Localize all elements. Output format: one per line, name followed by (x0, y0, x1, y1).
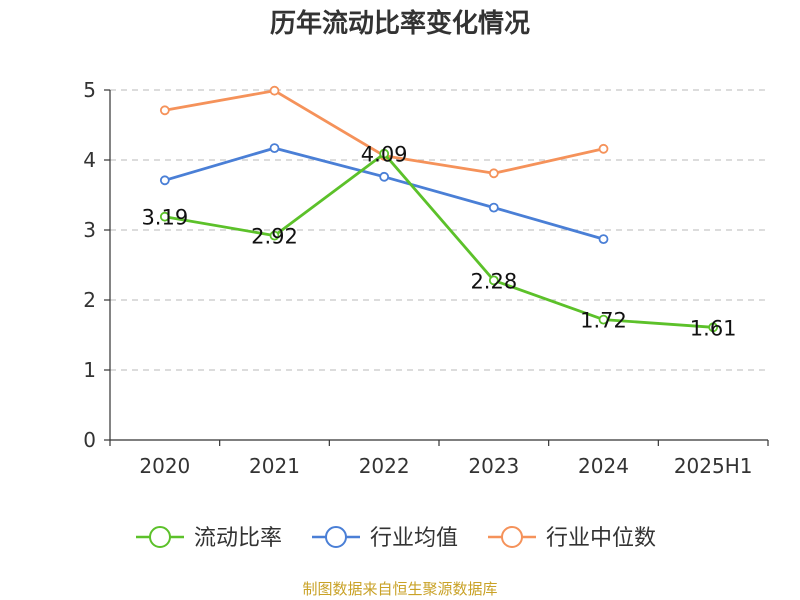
x-tick-label: 2025H1 (674, 454, 753, 478)
data-point (598, 234, 609, 245)
data-point (269, 143, 280, 154)
data-label: 1.61 (690, 316, 737, 340)
data-point (159, 211, 170, 222)
data-point (269, 85, 280, 96)
x-tick-label: 2021 (249, 454, 300, 478)
series-line (164, 152, 714, 329)
data-point (159, 175, 170, 186)
legend[interactable]: 流动比率 行业均值 行业中位数 (136, 526, 656, 551)
data-point (269, 230, 280, 241)
data-label: 3.19 (141, 206, 188, 230)
axes: 0 1 2 3 4 5 2020 2021 2022 2023 2024 2025H1 (83, 78, 769, 478)
legend-label: 行业中位数 (546, 526, 656, 551)
legend-marker (325, 526, 347, 548)
legend-item[interactable]: 流动比率 (136, 526, 282, 551)
data-label: 2.92 (251, 225, 298, 249)
data-label: 2.28 (470, 269, 517, 293)
legend-label: 流动比率 (194, 526, 282, 551)
y-tick-label: 0 (83, 428, 96, 452)
data-point (708, 322, 719, 333)
legend-item[interactable]: 行业中位数 (488, 526, 656, 551)
legend-item[interactable]: 行业均值 (312, 526, 458, 551)
legend-marker (501, 526, 523, 548)
data-point (379, 148, 390, 159)
data-point (598, 143, 609, 154)
series-lines (159, 85, 719, 333)
y-tick-label: 4 (83, 148, 96, 172)
data-labels: 3.19 2.92 4.09 2.28 1.72 1.61 (141, 143, 736, 341)
chart-title: 历年流动比率变化情况 (270, 8, 530, 39)
data-point (159, 105, 170, 116)
data-label: 1.72 (580, 309, 627, 333)
gridlines (110, 89, 768, 371)
data-point (488, 275, 499, 286)
data-point (488, 168, 499, 179)
y-tick-label: 2 (83, 288, 96, 312)
source-note: 制图数据来自恒生聚源数据库 (302, 580, 497, 598)
x-tick-label: 2024 (578, 454, 629, 478)
legend-label: 行业均值 (370, 526, 458, 551)
x-tick-label: 2020 (139, 454, 190, 478)
x-tick-label: 2022 (359, 454, 410, 478)
y-tick-label: 3 (83, 218, 96, 242)
data-label: 4.09 (361, 143, 408, 167)
legend-marker (149, 526, 171, 548)
data-point (488, 202, 499, 213)
y-tick-label: 5 (83, 78, 96, 102)
y-tick-label: 1 (83, 358, 96, 382)
data-point (379, 171, 390, 182)
data-point (598, 314, 609, 325)
x-tick-label: 2023 (468, 454, 519, 478)
